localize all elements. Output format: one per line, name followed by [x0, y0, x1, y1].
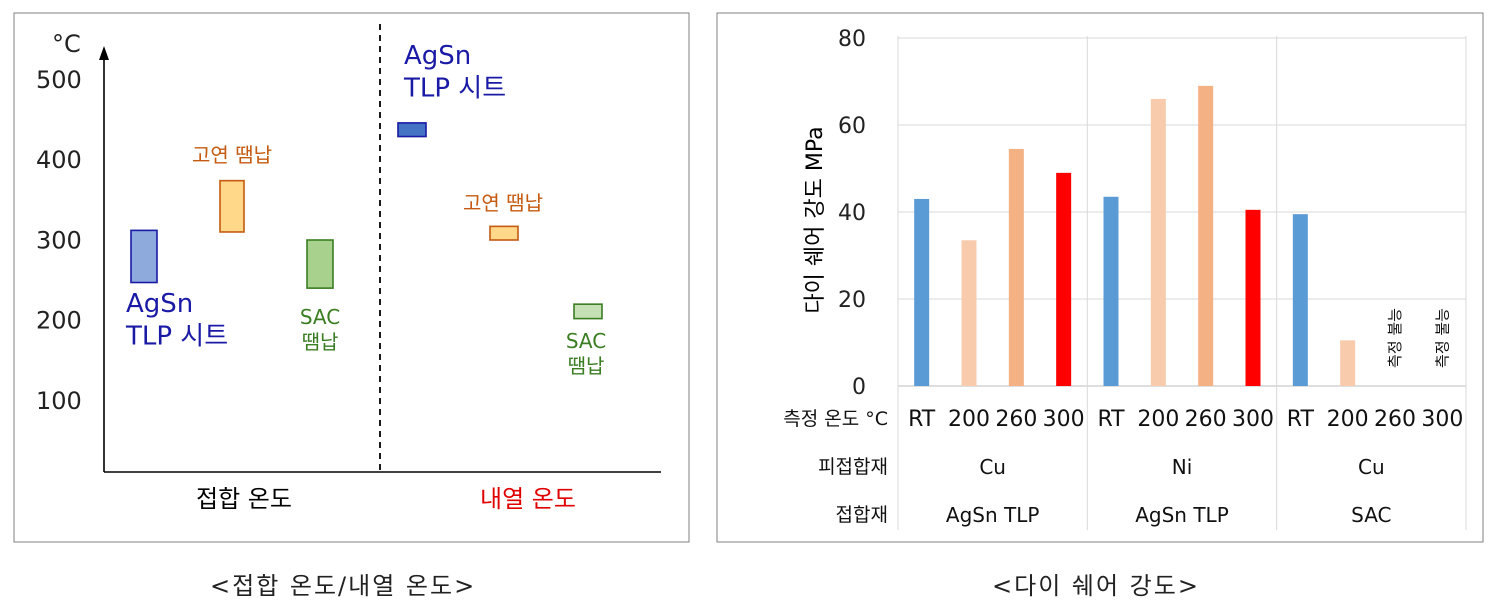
- caption-right: <다이 쉐어 강도>: [992, 572, 1200, 600]
- left-y-tick-label: 300: [36, 226, 82, 254]
- range-bar-label: TLP 시트: [125, 322, 228, 352]
- substrate-label: Ni: [1172, 455, 1193, 479]
- range-bar-label: TLP 시트: [403, 74, 506, 104]
- range-bar: [219, 179, 245, 233]
- bar: [1198, 85, 1214, 386]
- row-label-substrate: 피접합재: [818, 456, 888, 478]
- x-category-label: 260: [995, 407, 1037, 432]
- bar: [1008, 148, 1024, 386]
- x-category-label: 260: [1374, 407, 1416, 432]
- left-y-tick-label: 400: [36, 146, 82, 174]
- bar-note: 측정 불능: [1386, 308, 1404, 368]
- panel-label-heat-resistance: 내열 온도: [480, 485, 576, 513]
- left-y-tick-label: 200: [36, 307, 82, 335]
- right-y-tick-label: 40: [838, 201, 866, 226]
- range-bar: [489, 225, 519, 241]
- bar: [961, 240, 977, 386]
- substrate-label: Cu: [1358, 455, 1385, 479]
- row-label-joint-material: 접합재: [836, 504, 888, 526]
- x-category-label: 200: [948, 407, 990, 432]
- left-y-tick-label: 100: [36, 387, 82, 415]
- panel-label-joining-temp: 접합 온도: [196, 485, 292, 513]
- x-category-label: RT: [1097, 407, 1125, 432]
- bar: [1103, 196, 1119, 386]
- x-category-label: 300: [1043, 407, 1085, 432]
- right-y-axis-title: 다이 쉐어 강도 MPa: [803, 126, 828, 313]
- right-y-tick-label: 80: [838, 27, 866, 52]
- x-category-label: 300: [1421, 407, 1463, 432]
- range-bar-label: 땜납: [568, 354, 605, 378]
- bar: [1245, 209, 1261, 386]
- range-bar: [573, 303, 603, 320]
- x-category-label: 200: [1137, 407, 1179, 432]
- bar: [1150, 98, 1166, 387]
- left-chart-frame: [13, 12, 690, 543]
- range-bar: [306, 239, 334, 289]
- range-bar: [397, 122, 427, 138]
- range-bar-label: 고연 땜납: [463, 191, 543, 215]
- joint-material-label: AgSn TLP: [946, 503, 1040, 527]
- right-gridlines: 0 20 40 60 80: [838, 27, 1467, 530]
- right-y-tick-label: 0: [852, 375, 866, 400]
- range-bar-label: SAC: [566, 329, 606, 353]
- joint-material-label: AgSn TLP: [1135, 503, 1229, 527]
- bar-note: 측정 불능: [1433, 308, 1451, 368]
- bar: [1340, 340, 1356, 386]
- bar: [1056, 172, 1072, 386]
- left-y-ticks: 500 400 300 200 100: [36, 66, 82, 415]
- x-category-label: 300: [1232, 407, 1274, 432]
- joint-material-label: SAC: [1351, 503, 1391, 527]
- x-category-label: 200: [1327, 407, 1369, 432]
- bar: [914, 198, 930, 386]
- x-category-label: 260: [1185, 407, 1227, 432]
- range-bar: [130, 229, 158, 284]
- right-y-tick-label: 20: [838, 288, 866, 313]
- x-category-label: RT: [908, 407, 936, 432]
- left-unit-label: °C: [52, 30, 81, 58]
- range-bar-label: AgSn: [126, 289, 193, 319]
- bar: [1292, 214, 1308, 386]
- range-bar-label: SAC: [300, 305, 340, 329]
- right-y-tick-label: 60: [838, 114, 866, 139]
- range-bar-label: AgSn: [404, 41, 471, 71]
- range-bar-label: 고연 땜납: [192, 143, 272, 167]
- left-y-axis-arrow: [99, 46, 109, 60]
- right-bars: 측정 불능 측정 불능: [914, 85, 1451, 387]
- substrate-label: Cu: [979, 455, 1006, 479]
- row-label-temperature: 측정 온도 °C: [783, 408, 888, 430]
- left-y-tick-label: 500: [36, 66, 82, 94]
- x-category-label: RT: [1287, 407, 1315, 432]
- right-chart-frame: [716, 12, 1484, 543]
- caption-left: <접합 온도/내열 온도>: [210, 572, 477, 600]
- range-bar-label: 땜납: [302, 330, 339, 354]
